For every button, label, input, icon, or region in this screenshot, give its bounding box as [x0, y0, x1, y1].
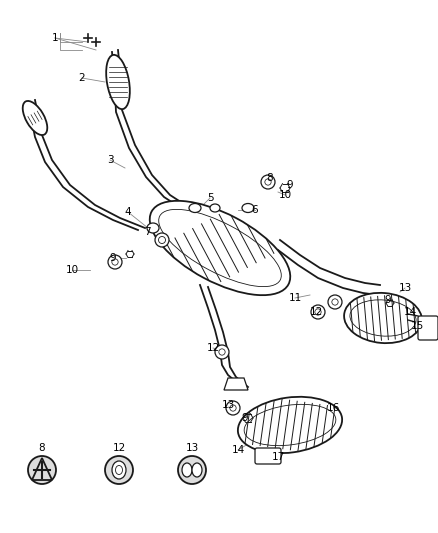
Text: 17: 17: [272, 452, 285, 462]
FancyBboxPatch shape: [418, 316, 438, 340]
Text: 10: 10: [279, 190, 292, 200]
Ellipse shape: [344, 293, 422, 343]
Text: 1: 1: [52, 33, 58, 43]
Ellipse shape: [178, 456, 206, 484]
Ellipse shape: [28, 456, 56, 484]
Text: 9: 9: [242, 413, 248, 423]
Text: 6: 6: [252, 205, 258, 215]
Text: 13: 13: [185, 443, 198, 453]
Text: 13: 13: [399, 283, 412, 293]
Ellipse shape: [242, 204, 254, 213]
Ellipse shape: [328, 295, 342, 309]
FancyBboxPatch shape: [255, 448, 281, 464]
Text: 8: 8: [39, 443, 45, 453]
Text: 8: 8: [267, 173, 273, 183]
Text: 7: 7: [144, 227, 150, 237]
Ellipse shape: [112, 461, 126, 479]
Polygon shape: [224, 378, 248, 390]
Ellipse shape: [108, 255, 122, 269]
Ellipse shape: [147, 223, 159, 233]
Ellipse shape: [311, 305, 325, 319]
Ellipse shape: [238, 397, 342, 453]
Ellipse shape: [182, 463, 192, 477]
Text: 13: 13: [221, 400, 235, 410]
Text: 3: 3: [107, 155, 113, 165]
Ellipse shape: [192, 463, 202, 477]
Ellipse shape: [106, 55, 130, 109]
Text: 9: 9: [110, 253, 117, 263]
Text: 2: 2: [79, 73, 85, 83]
Ellipse shape: [226, 401, 240, 415]
Text: 16: 16: [326, 403, 339, 413]
Text: 10: 10: [65, 265, 78, 275]
Ellipse shape: [105, 456, 133, 484]
Ellipse shape: [210, 204, 220, 212]
Ellipse shape: [23, 101, 47, 135]
Text: 9: 9: [287, 180, 293, 190]
Text: 5: 5: [207, 193, 213, 203]
Text: 15: 15: [410, 321, 424, 331]
Text: 12: 12: [113, 443, 126, 453]
Ellipse shape: [155, 233, 169, 247]
Text: 14: 14: [403, 307, 417, 317]
Text: 12: 12: [309, 307, 323, 317]
Ellipse shape: [150, 201, 290, 295]
Text: 14: 14: [231, 445, 245, 455]
Ellipse shape: [189, 204, 201, 213]
Ellipse shape: [261, 175, 275, 189]
Text: 11: 11: [288, 293, 302, 303]
Text: 9: 9: [385, 295, 391, 305]
Text: 4: 4: [125, 207, 131, 217]
Ellipse shape: [215, 345, 229, 359]
Text: 12: 12: [206, 343, 219, 353]
